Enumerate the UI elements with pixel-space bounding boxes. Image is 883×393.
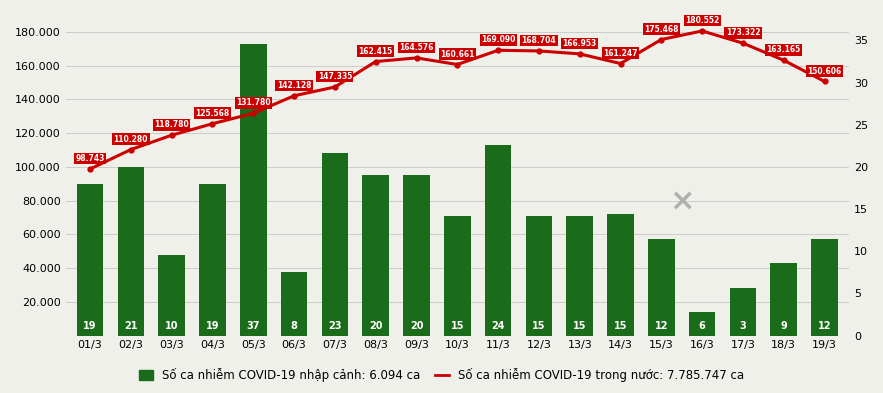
- Text: ×: ×: [669, 186, 694, 215]
- Bar: [525, 216, 552, 336]
- Text: 147.335: 147.335: [318, 72, 352, 81]
- Text: 166.953: 166.953: [562, 39, 597, 48]
- Text: 142.128: 142.128: [277, 81, 312, 90]
- Text: 37: 37: [246, 321, 260, 331]
- Text: 12: 12: [818, 321, 831, 331]
- Bar: [485, 145, 511, 336]
- Text: 110.280: 110.280: [114, 135, 148, 143]
- Bar: [240, 44, 267, 336]
- Text: 168.704: 168.704: [522, 36, 556, 45]
- Text: 19: 19: [206, 321, 219, 331]
- Bar: [608, 214, 634, 336]
- Text: 9: 9: [781, 321, 787, 331]
- Text: 20: 20: [410, 321, 423, 331]
- Text: 118.780: 118.780: [155, 120, 189, 129]
- Bar: [444, 216, 471, 336]
- Text: 150.606: 150.606: [807, 66, 841, 75]
- Text: 15: 15: [573, 321, 586, 331]
- Text: 173.322: 173.322: [726, 28, 760, 37]
- Bar: [281, 272, 307, 336]
- Text: 125.568: 125.568: [195, 109, 230, 118]
- Text: 175.468: 175.468: [644, 25, 678, 34]
- Text: 160.661: 160.661: [440, 50, 474, 59]
- Text: 180.552: 180.552: [685, 16, 720, 25]
- Bar: [567, 216, 593, 336]
- Bar: [117, 167, 144, 336]
- Text: 131.780: 131.780: [236, 98, 270, 107]
- Text: 15: 15: [450, 321, 464, 331]
- Text: 163.165: 163.165: [766, 45, 801, 54]
- Text: 162.415: 162.415: [358, 47, 393, 56]
- Bar: [158, 255, 185, 336]
- Text: 15: 15: [614, 321, 627, 331]
- Text: 8: 8: [291, 321, 298, 331]
- Bar: [77, 184, 103, 336]
- Bar: [729, 288, 756, 336]
- Text: 161.247: 161.247: [603, 49, 638, 58]
- Text: 19: 19: [83, 321, 97, 331]
- Bar: [404, 175, 430, 336]
- Text: 12: 12: [654, 321, 668, 331]
- Text: 98.743: 98.743: [75, 154, 105, 163]
- Bar: [321, 153, 348, 336]
- Bar: [648, 239, 675, 336]
- Text: 23: 23: [328, 321, 342, 331]
- Text: 15: 15: [532, 321, 546, 331]
- Bar: [689, 312, 715, 336]
- Text: 10: 10: [165, 321, 178, 331]
- Text: 6: 6: [698, 321, 706, 331]
- Text: 3: 3: [740, 321, 746, 331]
- Text: 20: 20: [369, 321, 382, 331]
- Legend: Số ca nhiễm COVID-19 nhập cảnh: 6.094 ca, Số ca nhiễm COVID-19 trong nước: 7.785: Số ca nhiễm COVID-19 nhập cảnh: 6.094 ca…: [134, 364, 749, 387]
- Bar: [771, 263, 797, 336]
- Text: 21: 21: [125, 321, 138, 331]
- Text: 169.090: 169.090: [481, 35, 516, 44]
- Bar: [200, 184, 226, 336]
- Text: 24: 24: [491, 321, 505, 331]
- Bar: [811, 239, 838, 336]
- Text: 164.576: 164.576: [399, 43, 434, 52]
- Bar: [362, 175, 389, 336]
